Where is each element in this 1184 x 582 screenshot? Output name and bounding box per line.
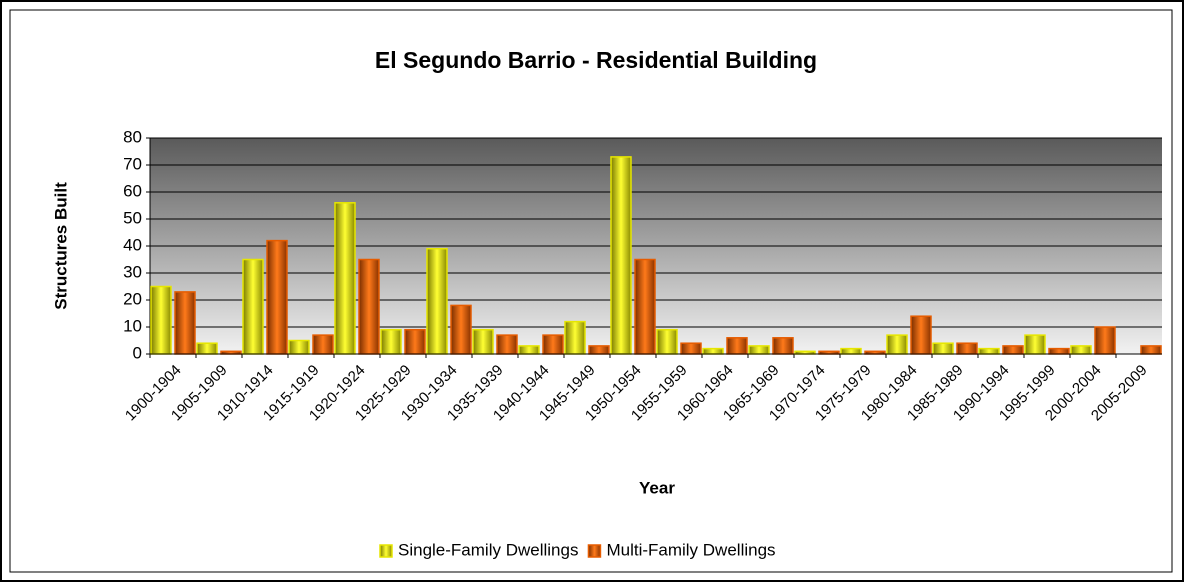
- bar: [840, 347, 862, 355]
- y-tick-label: 50: [123, 208, 142, 227]
- y-tick-label: 80: [123, 127, 142, 146]
- y-tick-label: 10: [123, 316, 142, 335]
- x-axis-title: Year: [639, 478, 675, 497]
- y-tick-label: 60: [123, 181, 142, 200]
- bar: [610, 156, 632, 355]
- legend-label: Single-Family Dwellings: [398, 540, 578, 559]
- bar: [380, 328, 402, 355]
- bar: [910, 315, 932, 355]
- bar: [358, 258, 380, 355]
- y-tick-label: 70: [123, 154, 142, 173]
- bar: [404, 328, 426, 355]
- bar: [334, 202, 356, 355]
- bar: [932, 342, 954, 355]
- bar: [174, 291, 196, 355]
- bar: [288, 339, 310, 355]
- legend-swatch: [587, 544, 602, 558]
- y-tick-label: 30: [123, 262, 142, 281]
- bar: [242, 258, 264, 355]
- bar: [426, 247, 448, 355]
- bar: [196, 342, 218, 355]
- bar: [748, 345, 770, 355]
- bar: [978, 347, 1000, 355]
- y-tick-label: 20: [123, 289, 142, 308]
- bar: [450, 304, 472, 355]
- bar: [472, 328, 494, 355]
- bar: [1140, 345, 1162, 355]
- legend-label: Multi-Family Dwellings: [606, 540, 775, 559]
- bar: [656, 328, 678, 355]
- bar: [956, 342, 978, 355]
- bar: [518, 345, 540, 355]
- bar: [680, 342, 702, 355]
- y-tick-label: 40: [123, 235, 142, 254]
- bar: [266, 239, 288, 355]
- bar: [312, 334, 334, 355]
- bar: [1002, 345, 1024, 355]
- bar: [772, 337, 794, 355]
- chart-title: El Segundo Barrio - Residential Building: [375, 47, 817, 73]
- bar: [150, 285, 172, 355]
- bar: [1094, 326, 1116, 355]
- bar: [588, 345, 610, 355]
- bar: [726, 337, 748, 355]
- bar: [886, 334, 908, 355]
- bar: [542, 334, 564, 355]
- bar: [496, 334, 518, 355]
- bar: [702, 347, 724, 355]
- bar: [564, 320, 586, 355]
- bar: [634, 258, 656, 355]
- y-tick-label: 0: [133, 343, 142, 362]
- bar: [1048, 347, 1070, 355]
- bar: [1024, 334, 1046, 355]
- bar: [1070, 345, 1092, 355]
- y-axis-title: Structures Built: [51, 182, 70, 310]
- legend-swatch: [379, 544, 393, 558]
